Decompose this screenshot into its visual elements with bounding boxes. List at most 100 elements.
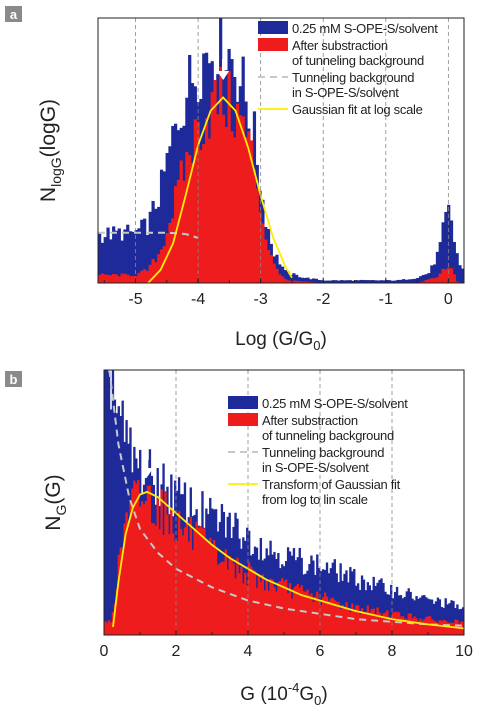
bar-series-0 [120, 240, 124, 283]
bar-series-0 [404, 279, 409, 283]
bar-series-1 [227, 71, 231, 283]
bar-series-1 [168, 534, 171, 635]
bar-series-0 [438, 599, 442, 635]
bar-series-1 [244, 137, 248, 283]
bar-series-1 [133, 480, 136, 635]
series-3-line [147, 96, 293, 283]
y-label-main: N [37, 187, 60, 202]
legend-swatch [258, 21, 288, 34]
bar-series-1 [300, 585, 303, 635]
bar-series-1 [202, 143, 206, 283]
bar-series-0 [435, 251, 440, 283]
bar-series-0 [417, 598, 420, 635]
bar-series-0 [113, 399, 117, 635]
y-label-tail: (G) [42, 474, 65, 504]
bar-series-1 [397, 612, 401, 635]
bar-series-0 [137, 228, 141, 283]
bar-series-1 [188, 155, 192, 283]
legend-entry-0: 0.25 mM S-OPE-S/solvent [228, 396, 409, 411]
peak-arrow-head [141, 468, 154, 478]
bar-series-0 [378, 579, 381, 635]
bar-series-1 [144, 500, 148, 635]
bar-series-1 [207, 138, 212, 283]
bar-series-1 [390, 617, 393, 635]
y-label-main: N [42, 516, 65, 531]
bar-series-1 [143, 269, 147, 283]
bar-series-0 [436, 597, 440, 635]
x-tick-label: -3 [254, 291, 268, 308]
bar-series-0 [452, 241, 456, 283]
bar-series-1 [205, 541, 208, 635]
bar-series-0 [292, 273, 296, 283]
bar-series-0 [326, 280, 330, 283]
bar-series-1 [425, 616, 428, 635]
legend-label: Transform of Gaussian fit [262, 477, 401, 492]
legend-label: of tunneling background [262, 428, 394, 443]
bar-series-1 [123, 273, 127, 283]
bar-series-1 [441, 268, 445, 283]
bar-series-0 [151, 200, 155, 283]
series-1-bars [98, 66, 459, 283]
bar-series-1 [427, 616, 430, 635]
bar-series-1 [295, 280, 299, 283]
x-tick-label: -5 [128, 291, 142, 308]
bar-series-0 [458, 265, 462, 283]
bar-series-0 [320, 280, 324, 283]
bar-series-0 [450, 600, 453, 635]
bar-series-1 [220, 561, 224, 635]
plot-area [104, 370, 464, 635]
bar-series-0 [154, 208, 158, 283]
peak-arrow [141, 456, 154, 478]
bar-series-1 [230, 131, 234, 283]
bar-series-1 [347, 609, 350, 635]
bar-series-0 [373, 280, 378, 283]
bar-series-1 [440, 621, 443, 635]
bar-series-1 [349, 611, 352, 635]
bar-series-1 [176, 179, 181, 283]
bar-series-1 [292, 587, 296, 635]
bar-series-1 [139, 506, 142, 635]
bar-series-1 [333, 600, 336, 635]
x-label-main: G (10 [240, 684, 288, 705]
bar-series-0 [107, 372, 111, 635]
bar-series-1 [199, 149, 203, 283]
bar-series-1 [266, 249, 271, 283]
bar-series-1 [374, 613, 377, 635]
bar-series-1 [366, 605, 370, 635]
bar-series-1 [140, 270, 144, 283]
bar-series-1 [233, 137, 237, 283]
bar-series-1 [356, 605, 360, 635]
bar-series-1 [452, 623, 455, 635]
legend-swatch [258, 38, 288, 51]
bar-series-0 [349, 567, 352, 635]
bar-series-1 [446, 622, 449, 635]
bar-series-1 [393, 611, 397, 635]
bar-series-1 [113, 603, 117, 635]
legend-label: After substraction [262, 413, 358, 428]
bar-series-0 [357, 280, 361, 283]
bar-series-1 [222, 561, 226, 635]
bar-series-1 [339, 608, 342, 635]
bar-series-1 [261, 574, 264, 635]
bar-series-1 [378, 612, 381, 635]
bar-series-1 [236, 557, 239, 635]
bar-series-1 [127, 521, 130, 635]
bar-series-0 [405, 591, 408, 635]
x-tick-label: 6 [316, 643, 325, 660]
bar-series-0 [399, 595, 403, 635]
bar-series-0 [112, 226, 116, 283]
legend-label: Tunneling background [262, 445, 384, 460]
bar-series-1 [176, 540, 179, 635]
legend-swatch [228, 413, 258, 426]
bar-series-0 [306, 277, 310, 283]
peak-arrow-head [217, 71, 230, 80]
bar-series-1 [154, 262, 158, 283]
bar-series-1 [109, 622, 113, 635]
bar-series-0 [362, 280, 366, 283]
bar-series-1 [238, 115, 242, 283]
bar-series-1 [395, 611, 399, 635]
bar-series-0 [283, 269, 288, 283]
bar-series-1 [284, 579, 288, 635]
bar-series-0 [351, 571, 354, 635]
